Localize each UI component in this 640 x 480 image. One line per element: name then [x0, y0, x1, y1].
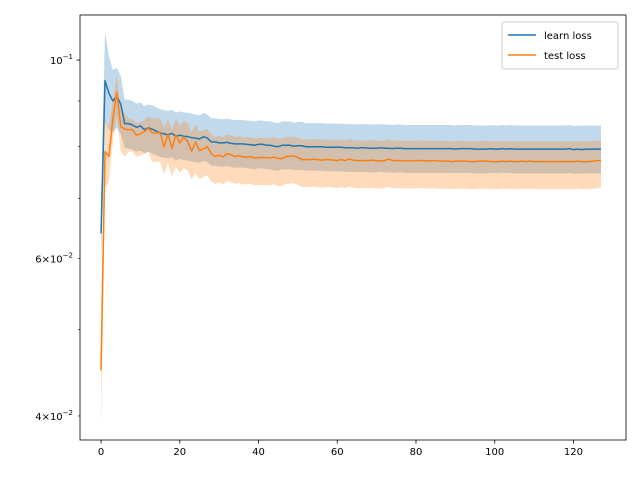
learn-loss-legend-label: learn loss: [544, 31, 592, 42]
x-tick-label: 40: [252, 447, 265, 458]
learn-loss-band: [101, 31, 601, 265]
plot-frame: [79, 14, 627, 441]
x-tick-label: 60: [331, 447, 344, 458]
x-tick-label: 120: [564, 447, 583, 458]
x-axis: 0 20 40 60 80 100 120: [98, 440, 583, 458]
y-tick-label: 10−1: [50, 53, 73, 67]
x-tick-label: 100: [485, 447, 504, 458]
x-tick-label: 0: [98, 447, 104, 458]
series-lines: [100, 80, 601, 371]
x-tick-label: 80: [410, 447, 423, 458]
test-loss-legend-label: test loss: [544, 51, 586, 62]
y-axis: 10−1 4×10−2 6×10−2: [35, 53, 80, 423]
test-loss-line: [100, 91, 601, 371]
legend-box: [501, 21, 619, 70]
confidence-bands: [101, 31, 601, 431]
learn-loss-line: [100, 80, 601, 234]
y-tick-label: 6×10−2: [35, 251, 73, 265]
y-tick-label: 4×10−2: [35, 409, 73, 423]
x-tick-label: 20: [173, 447, 186, 458]
legend: learn loss test loss: [501, 21, 619, 70]
test-loss-band: [101, 75, 601, 431]
